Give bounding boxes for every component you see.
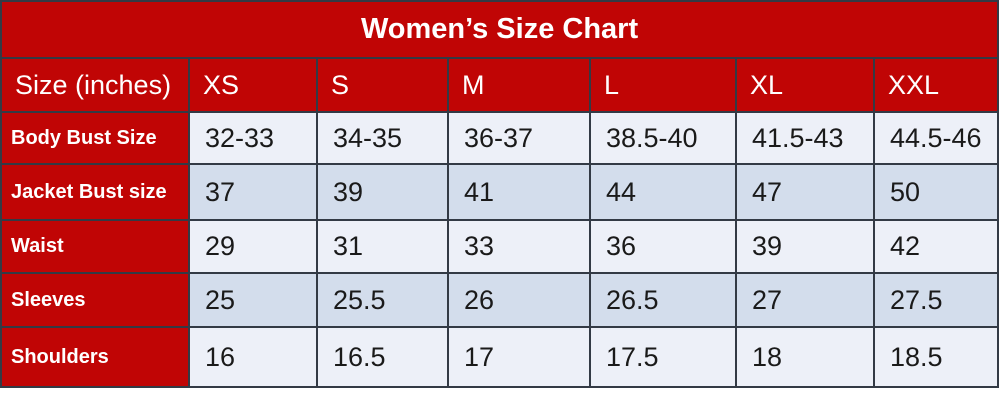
table-row-waist: Waist 29 31 33 36 39 42 xyxy=(0,219,1000,274)
data-cell: 26.5 xyxy=(589,272,737,328)
title-row: Women’s Size Chart xyxy=(0,0,1000,59)
data-cell: 38.5-40 xyxy=(589,111,737,165)
data-cell: 34-35 xyxy=(316,111,449,165)
header-xs: XS xyxy=(188,57,318,113)
data-cell: 41.5-43 xyxy=(735,111,875,165)
header-s: S xyxy=(316,57,449,113)
header-xl: XL xyxy=(735,57,875,113)
data-cell: 39 xyxy=(735,219,875,274)
row-label: Jacket Bust size xyxy=(0,163,190,221)
data-cell: 29 xyxy=(188,219,318,274)
data-cell: 16 xyxy=(188,326,318,388)
data-cell: 27.5 xyxy=(872,272,1000,328)
data-cell: 26 xyxy=(447,272,591,328)
data-cell: 36 xyxy=(589,219,737,274)
header-size-inches: Size (inches) xyxy=(0,57,190,113)
chart-title: Women’s Size Chart xyxy=(0,0,1000,59)
data-cell: 42 xyxy=(872,219,1000,274)
header-xxl: XXL xyxy=(872,57,1000,113)
row-label: Shoulders xyxy=(0,326,190,388)
data-cell: 18.5 xyxy=(872,326,1000,388)
row-label: Sleeves xyxy=(0,272,190,328)
data-cell: 44.5-46 xyxy=(872,111,1000,165)
data-cell: 33 xyxy=(447,219,591,274)
data-cell: 36-37 xyxy=(447,111,591,165)
data-cell: 47 xyxy=(735,163,875,221)
header-l: L xyxy=(589,57,737,113)
table-row-sleeves: Sleeves 25 25.5 26 26.5 27 27.5 xyxy=(0,272,1000,328)
row-label: Body Bust Size xyxy=(0,111,190,165)
data-cell: 31 xyxy=(316,219,449,274)
data-cell: 25 xyxy=(188,272,318,328)
data-cell: 44 xyxy=(589,163,737,221)
data-cell: 27 xyxy=(735,272,875,328)
header-m: M xyxy=(447,57,591,113)
header-row: Size (inches) XS S M L XL XXL xyxy=(0,57,1000,113)
data-cell: 18 xyxy=(735,326,875,388)
data-cell: 39 xyxy=(316,163,449,221)
data-cell: 16.5 xyxy=(316,326,449,388)
data-cell: 50 xyxy=(872,163,1000,221)
table-row-shoulders: Shoulders 16 16.5 17 17.5 18 18.5 xyxy=(0,326,1000,388)
data-cell: 25.5 xyxy=(316,272,449,328)
data-cell: 17 xyxy=(447,326,591,388)
table-row-body-bust-size: Body Bust Size 32-33 34-35 36-37 38.5-40… xyxy=(0,111,1000,165)
womens-size-chart-table: Women’s Size Chart Size (inches) XS S M … xyxy=(0,0,1000,388)
data-cell: 37 xyxy=(188,163,318,221)
table-row-jacket-bust-size: Jacket Bust size 37 39 41 44 47 50 xyxy=(0,163,1000,221)
row-label: Waist xyxy=(0,219,190,274)
data-cell: 32-33 xyxy=(188,111,318,165)
data-cell: 17.5 xyxy=(589,326,737,388)
data-cell: 41 xyxy=(447,163,591,221)
